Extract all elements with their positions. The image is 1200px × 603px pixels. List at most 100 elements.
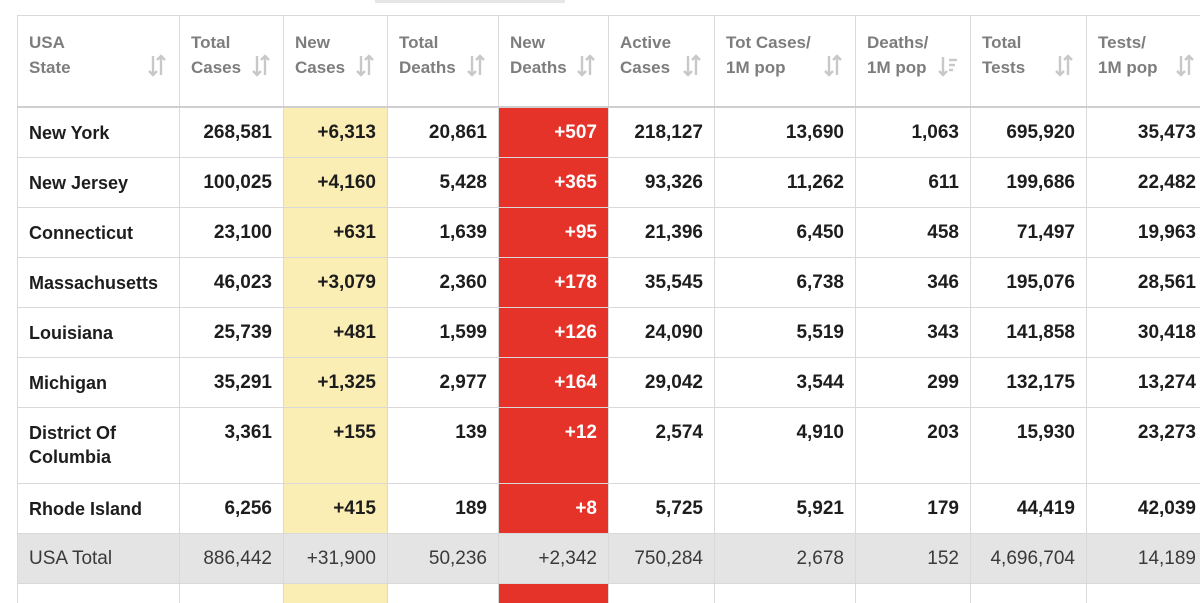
- new-cases-cell: +4,160: [284, 157, 388, 207]
- state-name-line: Rhode Island: [29, 497, 179, 521]
- partial-cell: [284, 583, 388, 603]
- sort-arrows-icon[interactable]: [251, 53, 271, 79]
- new-cases-cell: +155: [284, 407, 388, 483]
- deaths-1m-cell: 203: [856, 407, 971, 483]
- total-tests-cell: 4,696,704: [971, 533, 1087, 583]
- deaths-1m-cell: 611: [856, 157, 971, 207]
- tot-cases-1m-cell: 4,910: [715, 407, 856, 483]
- new-deaths-cell: +507: [499, 107, 609, 157]
- active-cases-cell: 2,574: [609, 407, 715, 483]
- partial-cell: [388, 583, 499, 603]
- column-header-line1: Active: [620, 30, 714, 55]
- state-cell: New Jersey: [18, 157, 180, 207]
- active-cases-cell: 218,127: [609, 107, 715, 157]
- partial-cell: [971, 583, 1087, 603]
- state-name-line: Connecticut: [29, 221, 179, 245]
- new-cases-cell: +6,313: [284, 107, 388, 157]
- partial-cell: [1087, 583, 1200, 603]
- total-tests-cell: 695,920: [971, 107, 1087, 157]
- state-cell: New York: [18, 107, 180, 157]
- column-header-tests-1m[interactable]: Tests/1M pop: [1087, 16, 1200, 108]
- column-header-line1: USA: [29, 30, 179, 55]
- tests-1m-cell: 19,963: [1087, 207, 1200, 257]
- column-header-line1: Total: [982, 30, 1086, 55]
- state-name-line: New Jersey: [29, 171, 179, 195]
- total-cases-cell: 268,581: [180, 107, 284, 157]
- sort-arrows-icon[interactable]: [823, 53, 843, 79]
- total-cases-cell: 46,023: [180, 257, 284, 307]
- state-name-line: New York: [29, 121, 179, 145]
- total-deaths-cell: 139: [388, 407, 499, 483]
- tot-cases-1m-cell: 5,519: [715, 307, 856, 357]
- new-deaths-cell: +95: [499, 207, 609, 257]
- active-cases-cell: 24,090: [609, 307, 715, 357]
- partial-cell: [715, 583, 856, 603]
- tests-1m-cell: 23,273: [1087, 407, 1200, 483]
- sort-arrows-icon[interactable]: [682, 53, 702, 79]
- scroll-hint-bar: [375, 0, 565, 3]
- total-cases-cell: 6,256: [180, 483, 284, 533]
- total-deaths-cell: 2,360: [388, 257, 499, 307]
- sort-arrows-icon[interactable]: [147, 53, 167, 79]
- tests-1m-cell: 42,039: [1087, 483, 1200, 533]
- total-tests-cell: 199,686: [971, 157, 1087, 207]
- active-cases-cell: 750,284: [609, 533, 715, 583]
- total-tests-cell: 71,497: [971, 207, 1087, 257]
- sort-arrows-icon[interactable]: [1054, 53, 1074, 79]
- total-cases-cell: 25,739: [180, 307, 284, 357]
- sort-arrows-icon[interactable]: [355, 53, 375, 79]
- column-header-tot-cases-1m[interactable]: Tot Cases/1M pop: [715, 16, 856, 108]
- state-name-line: Massachusetts: [29, 271, 179, 295]
- active-cases-cell: 5,725: [609, 483, 715, 533]
- tot-cases-1m-cell: 3,544: [715, 357, 856, 407]
- column-header-line1: New: [295, 30, 387, 55]
- new-cases-cell: +631: [284, 207, 388, 257]
- sort-arrows-icon[interactable]: [1175, 53, 1195, 79]
- new-deaths-cell: +126: [499, 307, 609, 357]
- partial-cell: [18, 583, 180, 603]
- tot-cases-1m-cell: 2,678: [715, 533, 856, 583]
- tot-cases-1m-cell: 5,921: [715, 483, 856, 533]
- total-deaths-cell: 1,599: [388, 307, 499, 357]
- new-deaths-cell: +365: [499, 157, 609, 207]
- sort-descending-icon[interactable]: [938, 53, 958, 79]
- state-name-line: District Of: [29, 421, 179, 445]
- sort-arrows-icon[interactable]: [576, 53, 596, 79]
- total-deaths-cell: 1,639: [388, 207, 499, 257]
- new-deaths-cell: +2,342: [499, 533, 609, 583]
- active-cases-cell: 21,396: [609, 207, 715, 257]
- tests-1m-cell: 28,561: [1087, 257, 1200, 307]
- active-cases-cell: 35,545: [609, 257, 715, 307]
- column-header-line1: New: [510, 30, 608, 55]
- new-deaths-cell: +12: [499, 407, 609, 483]
- column-header-deaths-1m[interactable]: Deaths/1M pop: [856, 16, 971, 108]
- tests-1m-cell: 14,189: [1087, 533, 1200, 583]
- tests-1m-cell: 30,418: [1087, 307, 1200, 357]
- total-tests-cell: 15,930: [971, 407, 1087, 483]
- total-deaths-cell: 189: [388, 483, 499, 533]
- total-deaths-cell: 50,236: [388, 533, 499, 583]
- total-tests-cell: 141,858: [971, 307, 1087, 357]
- state-cell: Rhode Island: [18, 483, 180, 533]
- column-header-line1: Total: [399, 30, 498, 55]
- deaths-1m-cell: 299: [856, 357, 971, 407]
- state-cell: USA Total: [18, 533, 180, 583]
- total-tests-cell: 132,175: [971, 357, 1087, 407]
- total-cases-cell: 100,025: [180, 157, 284, 207]
- new-cases-cell: +31,900: [284, 533, 388, 583]
- total-cases-cell: 3,361: [180, 407, 284, 483]
- sort-arrows-icon[interactable]: [466, 53, 486, 79]
